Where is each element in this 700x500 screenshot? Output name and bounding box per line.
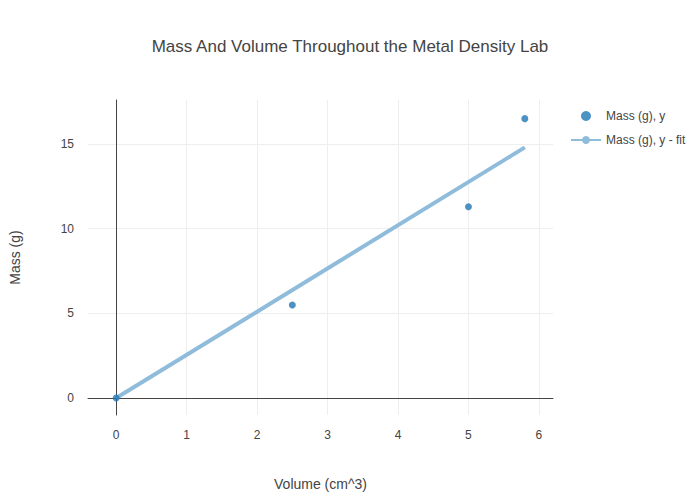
svg-text:1: 1 xyxy=(183,428,190,442)
svg-text:Mass (g), y: Mass (g), y xyxy=(606,109,665,123)
svg-text:5: 5 xyxy=(465,428,472,442)
svg-text:Mass And Volume Throughout the: Mass And Volume Throughout the Metal Den… xyxy=(152,37,549,56)
svg-text:Mass (g), y - fit: Mass (g), y - fit xyxy=(606,133,686,147)
svg-text:10: 10 xyxy=(61,222,75,236)
svg-text:0: 0 xyxy=(113,428,120,442)
svg-text:6: 6 xyxy=(536,428,543,442)
svg-text:2: 2 xyxy=(254,428,261,442)
svg-text:4: 4 xyxy=(395,428,402,442)
svg-text:15: 15 xyxy=(61,137,75,151)
svg-text:0: 0 xyxy=(67,391,74,405)
svg-text:3: 3 xyxy=(324,428,331,442)
svg-text:Mass (g): Mass (g) xyxy=(7,230,23,284)
svg-text:5: 5 xyxy=(67,306,74,320)
svg-text:Volume (cm^3): Volume (cm^3) xyxy=(274,476,367,492)
